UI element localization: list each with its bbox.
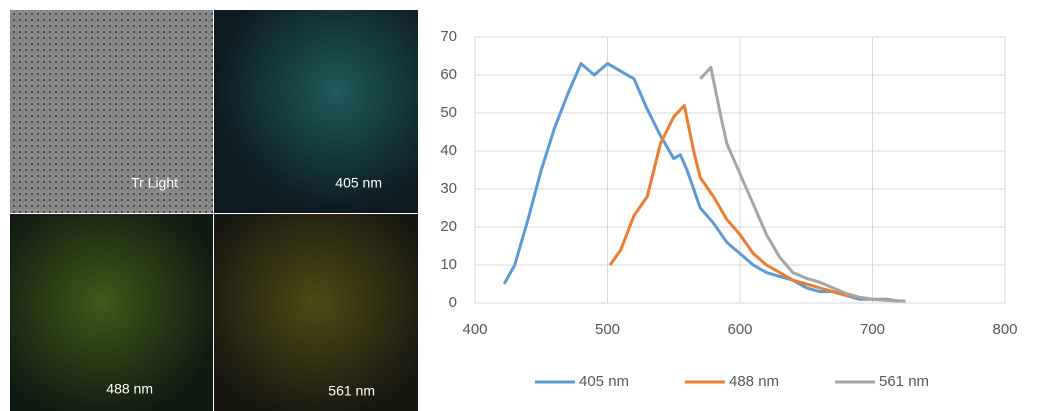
panel-label: 561 nm [328, 383, 375, 399]
legend-label: 561 nm [879, 373, 929, 390]
panel-label: Tr Light [131, 175, 178, 191]
panel-image [214, 10, 418, 213]
y-tick-label: 20 [440, 218, 457, 235]
y-tick-label: 10 [440, 256, 457, 273]
x-tick-label: 700 [860, 321, 885, 338]
y-tick-label: 40 [440, 142, 457, 159]
panel-label: 405 nm [335, 175, 382, 191]
panel-image [10, 10, 213, 213]
x-tick-label: 400 [462, 321, 487, 338]
microscopy-panels: Tr Light 405 nm 488 nm 561 nm [10, 10, 418, 411]
y-tick-label: 50 [440, 104, 457, 121]
panel-image [214, 214, 418, 411]
x-tick-label: 600 [727, 321, 752, 338]
legend-label: 488 nm [729, 373, 779, 390]
y-tick-label: 30 [440, 180, 457, 197]
y-tick-label: 70 [440, 28, 457, 45]
y-tick-label: 0 [449, 294, 457, 311]
x-tick-label: 800 [992, 321, 1017, 338]
x-tick-label: 500 [595, 321, 620, 338]
panel-label: 488 nm [106, 381, 153, 397]
y-tick-label: 60 [440, 66, 457, 83]
data-line [608, 103, 900, 303]
legend-label: 405 nm [579, 373, 629, 390]
panel-image [10, 214, 213, 411]
data-line [699, 65, 906, 303]
